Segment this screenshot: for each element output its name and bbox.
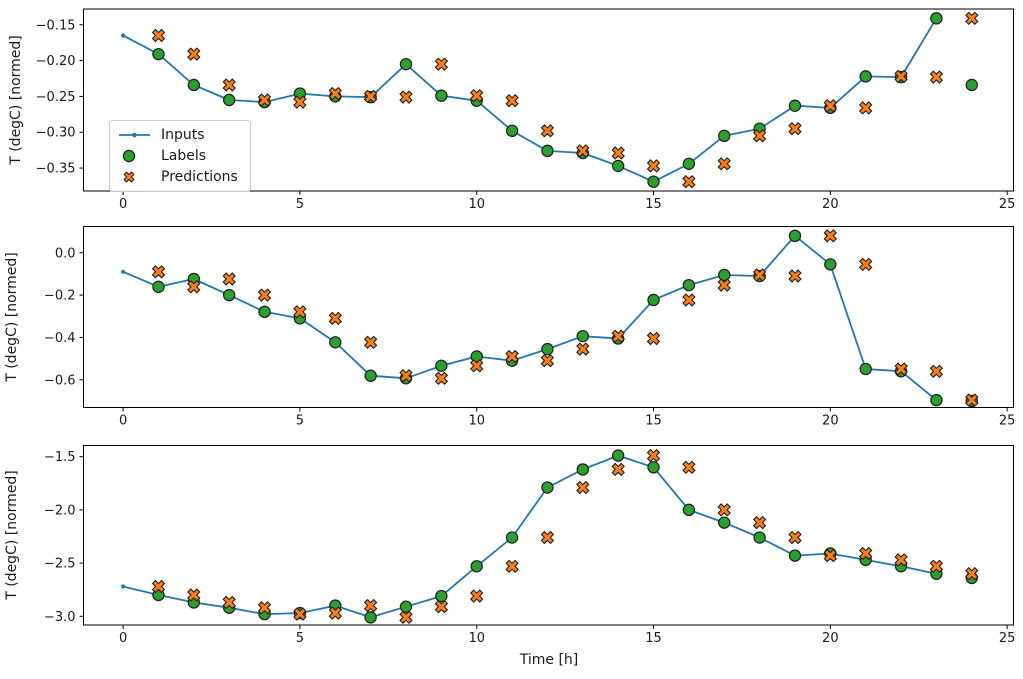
x-axis-label: Time [h] xyxy=(519,652,579,668)
legend-label-inputs: Inputs xyxy=(161,127,205,143)
predictions-series-2 xyxy=(151,229,979,407)
x-tick-label: 15 xyxy=(645,197,662,212)
y-tick-label: −0.2 xyxy=(44,289,76,304)
x-tick-label: 5 xyxy=(296,631,304,646)
y-tick-label: −0.6 xyxy=(44,373,76,388)
y-tick-label: −0.30 xyxy=(36,126,76,141)
x-tick-label: 10 xyxy=(468,631,485,646)
y-tick-label: −0.25 xyxy=(36,90,76,105)
x-tick-label: 0 xyxy=(119,414,127,429)
legend-item-labels: Labels xyxy=(119,148,238,164)
y-tick-label: −3.0 xyxy=(44,610,76,625)
axes-frame xyxy=(83,226,1014,408)
y-tick-label: −0.35 xyxy=(36,162,76,177)
x-tick-label: 25 xyxy=(999,631,1016,646)
x-tick-label: 25 xyxy=(999,197,1016,212)
y-tick-label: −2.0 xyxy=(44,503,76,518)
legend-item-predictions: Predictions xyxy=(119,169,238,185)
x-tick-label: 10 xyxy=(468,414,485,429)
labels-circle-icon xyxy=(119,148,150,164)
inputs-line-icon xyxy=(119,127,150,143)
y-tick-label: −1.5 xyxy=(44,450,76,465)
predictions-series-1 xyxy=(151,11,979,189)
y-tick-label: −0.15 xyxy=(36,18,76,33)
legend: Inputs Labels Predictions xyxy=(109,120,251,192)
x-tick-label: 25 xyxy=(999,414,1016,429)
legend-item-inputs: Inputs xyxy=(119,127,238,143)
x-tick-label: 20 xyxy=(822,197,839,212)
y-tick-label: 0.0 xyxy=(55,246,76,261)
y-axis-label-subplot-3: T (degC) [normed] xyxy=(4,470,20,600)
x-tick-label: 5 xyxy=(296,197,304,212)
legend-label-predictions: Predictions xyxy=(161,169,238,185)
predictions-series-3 xyxy=(151,448,979,625)
labels-series-1 xyxy=(152,12,978,188)
x-tick-label: 20 xyxy=(822,631,839,646)
y-axis-label-subplot-2: T (degC) [normed] xyxy=(4,252,20,382)
predictions-x-icon xyxy=(119,169,150,185)
x-tick-label: 0 xyxy=(119,197,127,212)
subplot-2: 0 5 10 15 20 25 0.0 −0.2 −0.4 −0.6 xyxy=(44,226,1016,429)
y-tick-label: −0.4 xyxy=(44,331,76,346)
subplot-3: 0 5 10 15 20 25 −1.5 −2.0 −2.5 −3.0 xyxy=(44,445,1016,646)
x-tick-label: 0 xyxy=(119,631,127,646)
x-tick-label: 5 xyxy=(296,414,304,429)
y-axis-label-subplot-1: T (degC) [normed] xyxy=(8,35,24,165)
x-tick-label: 15 xyxy=(645,631,662,646)
x-tick-label: 10 xyxy=(468,197,485,212)
y-tick-label: −2.5 xyxy=(44,557,76,572)
x-tick-label: 20 xyxy=(822,414,839,429)
y-tick-label: −0.20 xyxy=(36,54,76,69)
legend-label-labels: Labels xyxy=(161,148,207,164)
x-tick-label: 15 xyxy=(645,414,662,429)
